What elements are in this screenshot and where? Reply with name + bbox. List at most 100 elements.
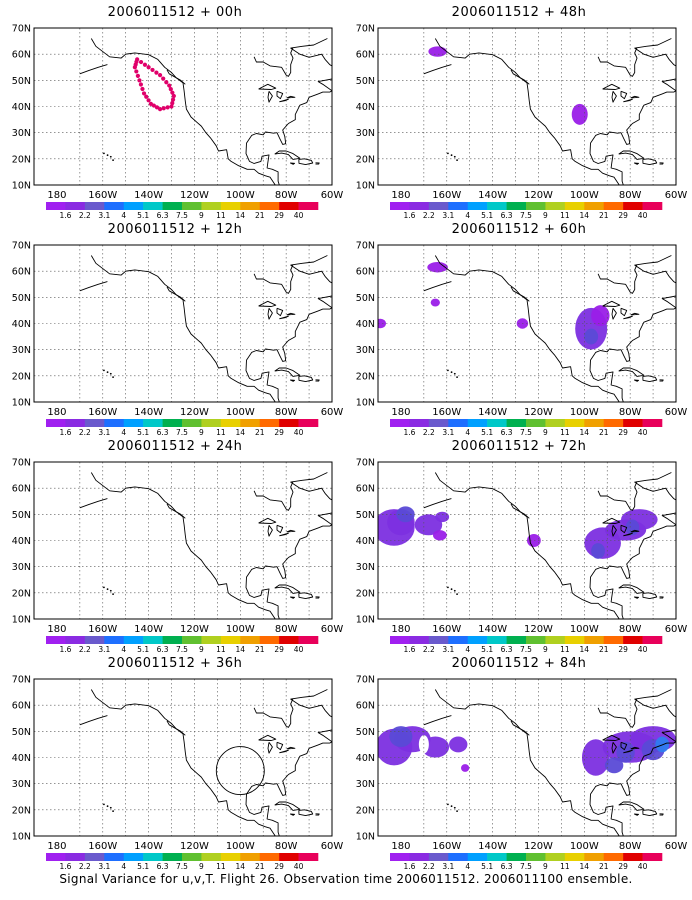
latitude-label: 60N (356, 484, 375, 495)
colorbar-label: 21 (255, 645, 265, 654)
variance-field (396, 506, 415, 523)
colorbar-swatch (526, 419, 546, 427)
colorbar-label: 4 (465, 211, 470, 220)
longitude-label: 100W (570, 624, 599, 635)
colorbar-swatch (279, 636, 299, 644)
island (109, 372, 112, 375)
colorbar-swatch (46, 853, 66, 861)
latitude-label: 40N (12, 536, 31, 547)
observation-point (142, 62, 148, 67)
coastline (279, 315, 289, 320)
colorbar-label: 6.3 (157, 428, 169, 437)
latitude-label: 70N (12, 675, 31, 686)
colorbar-label: 11 (216, 645, 226, 654)
map-svg: 70N 60N 50N 40N 30N 20N 10N 180 160W 140W 120W 100W… (356, 675, 688, 872)
variance-field (378, 318, 386, 329)
latitude-label: 10N (12, 615, 31, 626)
colorbar-swatch (201, 636, 222, 644)
coastline (79, 281, 108, 292)
latitude-label: 40N (356, 319, 375, 330)
colorbar-swatch (448, 636, 469, 644)
longitude-label: 120W (180, 841, 209, 852)
latitude-label: 30N (12, 345, 31, 356)
longitude-label: 80W (619, 624, 642, 635)
latitude-label: 10N (12, 832, 31, 843)
colorbar-swatch (65, 202, 86, 210)
observation-track (132, 57, 176, 112)
latitude-label: 40N (356, 536, 375, 547)
map-area (34, 462, 332, 619)
colorbar-swatch (390, 419, 410, 427)
map-panel-24h: 2006011512 + 24h 70N 60N 50N 40N 30N 20N 10N 18… (10, 438, 344, 654)
colorbar-label: 9 (543, 211, 548, 220)
panel-title: 2006011512 + 24h (107, 439, 243, 454)
longitude-label: 180 (391, 624, 410, 635)
island (456, 159, 458, 162)
coastline (274, 584, 301, 594)
colorbar-label: 29 (618, 211, 628, 220)
map-frame (33, 461, 333, 620)
latitude-label: 60N (12, 267, 31, 278)
colorbar-swatch (506, 636, 527, 644)
island (453, 155, 456, 158)
longitude-label: 60W (321, 190, 344, 201)
panel-title: 2006011512 + 36h (107, 656, 243, 671)
coastline (642, 809, 658, 817)
coastline (289, 813, 296, 816)
colorbar-label: 4 (465, 862, 470, 871)
latitude-label: 50N (12, 510, 31, 521)
colorbar-label: 40 (294, 211, 304, 220)
colorbar-swatch (545, 636, 566, 644)
variance-field (591, 305, 610, 327)
colorbar-label: 1.6 (403, 645, 415, 654)
island (103, 586, 105, 589)
colorbar-swatch (201, 853, 222, 861)
map-panel-12h: 2006011512 + 12h 70N 60N 50N 40N 30N 20N 10N 18… (10, 221, 344, 437)
coastline (630, 746, 640, 750)
variance-field (571, 103, 588, 125)
colorbar-label: 7.5 (520, 645, 532, 654)
latitude-label: 60N (12, 701, 31, 712)
latitude-label: 40N (12, 319, 31, 330)
map-area (378, 28, 676, 185)
coastline (642, 158, 658, 166)
colorbar-swatch (104, 853, 125, 861)
colorbar-swatch (104, 202, 125, 210)
map-frame (33, 678, 333, 837)
colorbar-swatch (564, 636, 585, 644)
island (106, 805, 109, 808)
longitude-label: 120W (524, 407, 553, 418)
colorbar-swatch (467, 636, 488, 644)
latitude-label: 30N (356, 345, 375, 356)
coastline (423, 498, 452, 509)
observation-point (157, 73, 163, 78)
colorbar-label: 11 (560, 645, 570, 654)
map-panel-72h: 2006011512 + 72h 70N 60N 50N 40N 30N 20N 10N 18… (354, 438, 688, 654)
colorbar-swatch (506, 419, 527, 427)
latitude-label: 30N (12, 128, 31, 139)
island (453, 806, 456, 809)
colorbar-swatch (409, 853, 430, 861)
coastline (434, 255, 620, 402)
variance-field (435, 511, 450, 523)
observation-point (171, 93, 176, 99)
colorbar-swatch (182, 202, 202, 210)
colorbar-swatch (506, 202, 527, 210)
colorbar-label: 9 (199, 211, 204, 220)
colorbar-label: 29 (274, 862, 284, 871)
grid-lines (378, 245, 676, 402)
observation-point (170, 90, 175, 95)
colorbar-label: 14 (236, 211, 246, 220)
colorbar-swatch (84, 636, 105, 644)
longitude-label: 60W (321, 841, 344, 852)
coastline (642, 375, 658, 383)
latitude-label: 10N (356, 181, 375, 192)
coastline (642, 592, 658, 600)
island (112, 810, 114, 813)
map-frame (377, 678, 677, 837)
island (106, 154, 109, 157)
coastline (166, 286, 186, 302)
coastline (279, 98, 289, 103)
coastline (510, 69, 530, 85)
colorbar-swatch (201, 419, 222, 427)
